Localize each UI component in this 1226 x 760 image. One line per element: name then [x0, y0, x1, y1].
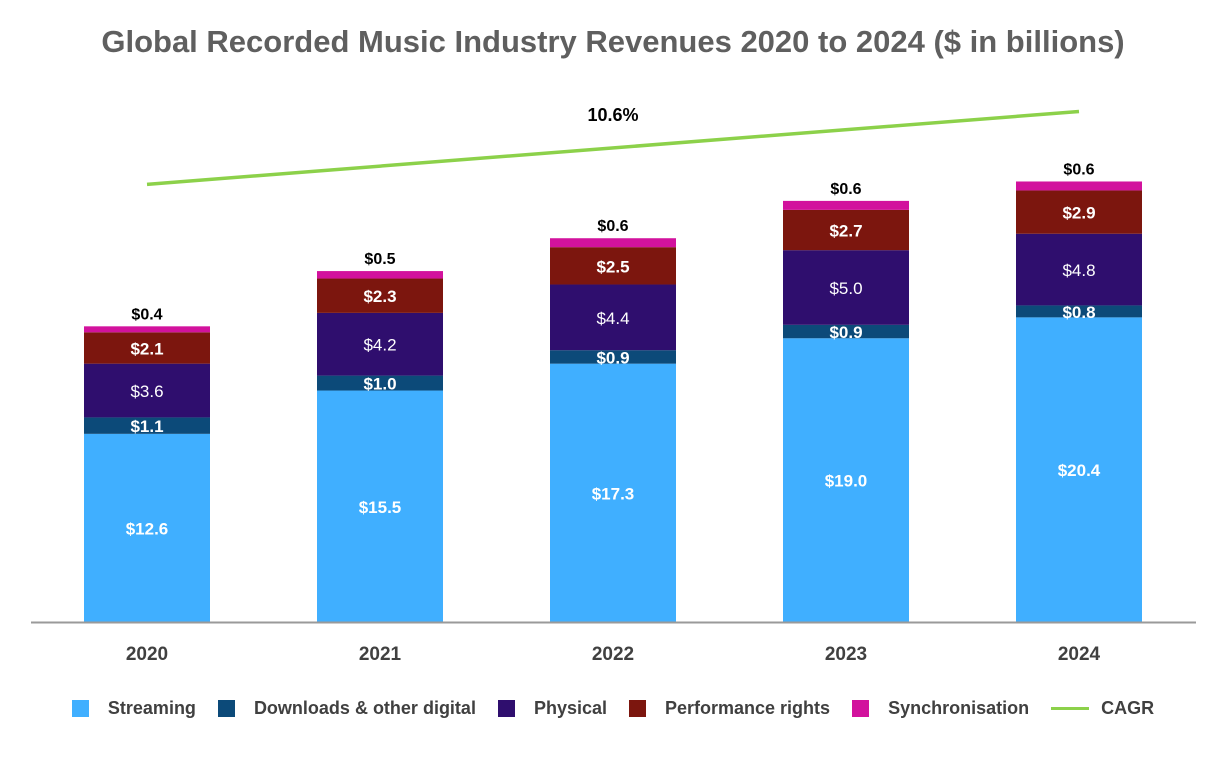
- legend-item-downloads-other-digital: Downloads & other digital: [217, 698, 476, 719]
- bar-segment-downloads-other-digital-2022: [550, 350, 676, 364]
- data-label-performance-rights-2024: $2.9: [1062, 204, 1095, 223]
- data-label-physical-2020: $3.6: [130, 382, 163, 401]
- x-tick-label-2020: 2020: [126, 644, 168, 665]
- data-label-performance-rights-2022: $2.5: [596, 257, 629, 276]
- data-label-downloads-other-digital-2024: $0.8: [1062, 303, 1095, 322]
- data-label-streaming-2024: $20.4: [1058, 461, 1101, 480]
- data-label-physical-2024: $4.8: [1062, 261, 1095, 280]
- data-label-performance-rights-2021: $2.3: [363, 287, 396, 306]
- bar-segment-performance-rights-2022: [550, 247, 676, 285]
- bar-segment-streaming-2023: [783, 338, 909, 622]
- legend-swatch-downloads-other-digital: [217, 700, 235, 717]
- bar-segment-streaming-2021: [317, 390, 443, 622]
- data-label-streaming-2021: $15.5: [359, 498, 402, 517]
- legend-item-streaming: Streaming: [71, 698, 196, 719]
- cagr-line: [146, 109, 1080, 187]
- legend: Streaming Downloads & other digital Physic…: [0, 698, 1226, 719]
- stacked-bar-chart: $12.6 $1.1 $3.6 $2.1 $0.4 2020 $15.5 $1.0 $4.2 $2…: [31, 105, 1196, 665]
- data-label-physical-2021: $4.2: [363, 336, 396, 355]
- data-label-physical-2023: $5.0: [829, 279, 862, 298]
- legend-item-physical: Physical: [497, 698, 607, 719]
- bar-segment-streaming-2024: [1016, 317, 1142, 622]
- legend-item-performance-rights: Performance rights: [629, 698, 830, 719]
- data-label-synchronisation-2020: $0.4: [131, 306, 162, 323]
- legend-label-streaming: Streaming: [107, 698, 196, 718]
- bar-segment-streaming-2020: [84, 433, 210, 622]
- bar-segment-synchronisation-2020: [84, 326, 210, 333]
- legend-swatch-performance-rights: [629, 700, 646, 717]
- legend-label-synchronisation: Synchronisation: [888, 698, 1030, 718]
- data-label-streaming-2023: $19.0: [825, 472, 868, 491]
- bar-segment-downloads-other-digital-2024: [1016, 305, 1142, 318]
- bar-segment-streaming-2022: [550, 363, 676, 622]
- legend-line-cagr: [1051, 707, 1090, 710]
- data-label-downloads-other-digital-2020: $1.1: [130, 417, 163, 436]
- bar-segment-synchronisation-2024: [1016, 181, 1142, 191]
- bar-segment-synchronisation-2021: [317, 271, 443, 279]
- bar-segment-downloads-other-digital-2020: [84, 417, 210, 434]
- bar-segment-performance-rights-2020: [84, 332, 210, 364]
- legend-label-performance-rights: Performance rights: [665, 698, 831, 718]
- data-label-synchronisation-2022: $0.6: [597, 218, 628, 235]
- data-label-performance-rights-2020: $2.1: [130, 339, 163, 358]
- data-label-performance-rights-2023: $2.7: [829, 222, 862, 241]
- bar-segment-synchronisation-2022: [550, 238, 676, 248]
- data-label-physical-2022: $4.4: [596, 309, 629, 328]
- legend-swatch-synchronisation: [852, 700, 870, 717]
- legend-label-cagr: CAGR: [1101, 698, 1155, 718]
- x-tick-label-2021: 2021: [359, 644, 402, 665]
- bar-segment-synchronisation-2023: [783, 200, 909, 210]
- data-label-synchronisation-2024: $0.6: [1063, 161, 1094, 178]
- x-tick-label-2022: 2022: [592, 644, 634, 665]
- chart-title: Global Recorded Music Industry Revenues …: [101, 24, 1125, 59]
- bar-segment-physical-2022: [550, 284, 676, 351]
- bar-segment-performance-rights-2023: [783, 209, 909, 251]
- bar-segment-performance-rights-2021: [317, 278, 443, 313]
- data-label-downloads-other-digital-2021: $1.0: [363, 375, 396, 394]
- bar-segment-physical-2024: [1016, 233, 1142, 306]
- bar-segment-downloads-other-digital-2023: [783, 324, 909, 339]
- legend-label-downloads-other-digital: Downloads & other digital: [253, 698, 476, 718]
- data-label-synchronisation-2021: $0.5: [364, 251, 395, 268]
- bar-segment-physical-2020: [84, 363, 210, 418]
- legend-item-synchronisation: Synchronisation: [852, 698, 1029, 719]
- bar-segment-physical-2021: [317, 312, 443, 376]
- cagr-label: 10.6%: [587, 105, 638, 125]
- bar-segment-performance-rights-2024: [1016, 190, 1142, 234]
- legend-label-physical: Physical: [533, 698, 607, 718]
- data-label-synchronisation-2023: $0.6: [830, 181, 861, 198]
- bar-segment-downloads-other-digital-2021: [317, 375, 443, 391]
- x-tick-label-2023: 2023: [825, 644, 867, 665]
- legend-item-cagr: CAGR: [1051, 698, 1154, 719]
- data-label-streaming-2022: $17.3: [592, 484, 635, 503]
- data-label-streaming-2020: $12.6: [126, 519, 169, 538]
- legend-swatch-physical: [497, 700, 515, 717]
- x-tick-label-2024: 2024: [1058, 644, 1101, 665]
- legend-swatch-streaming: [71, 700, 89, 717]
- bar-segment-physical-2023: [783, 250, 909, 325]
- data-label-downloads-other-digital-2023: $0.9: [829, 323, 862, 342]
- data-label-downloads-other-digital-2022: $0.9: [596, 348, 629, 367]
